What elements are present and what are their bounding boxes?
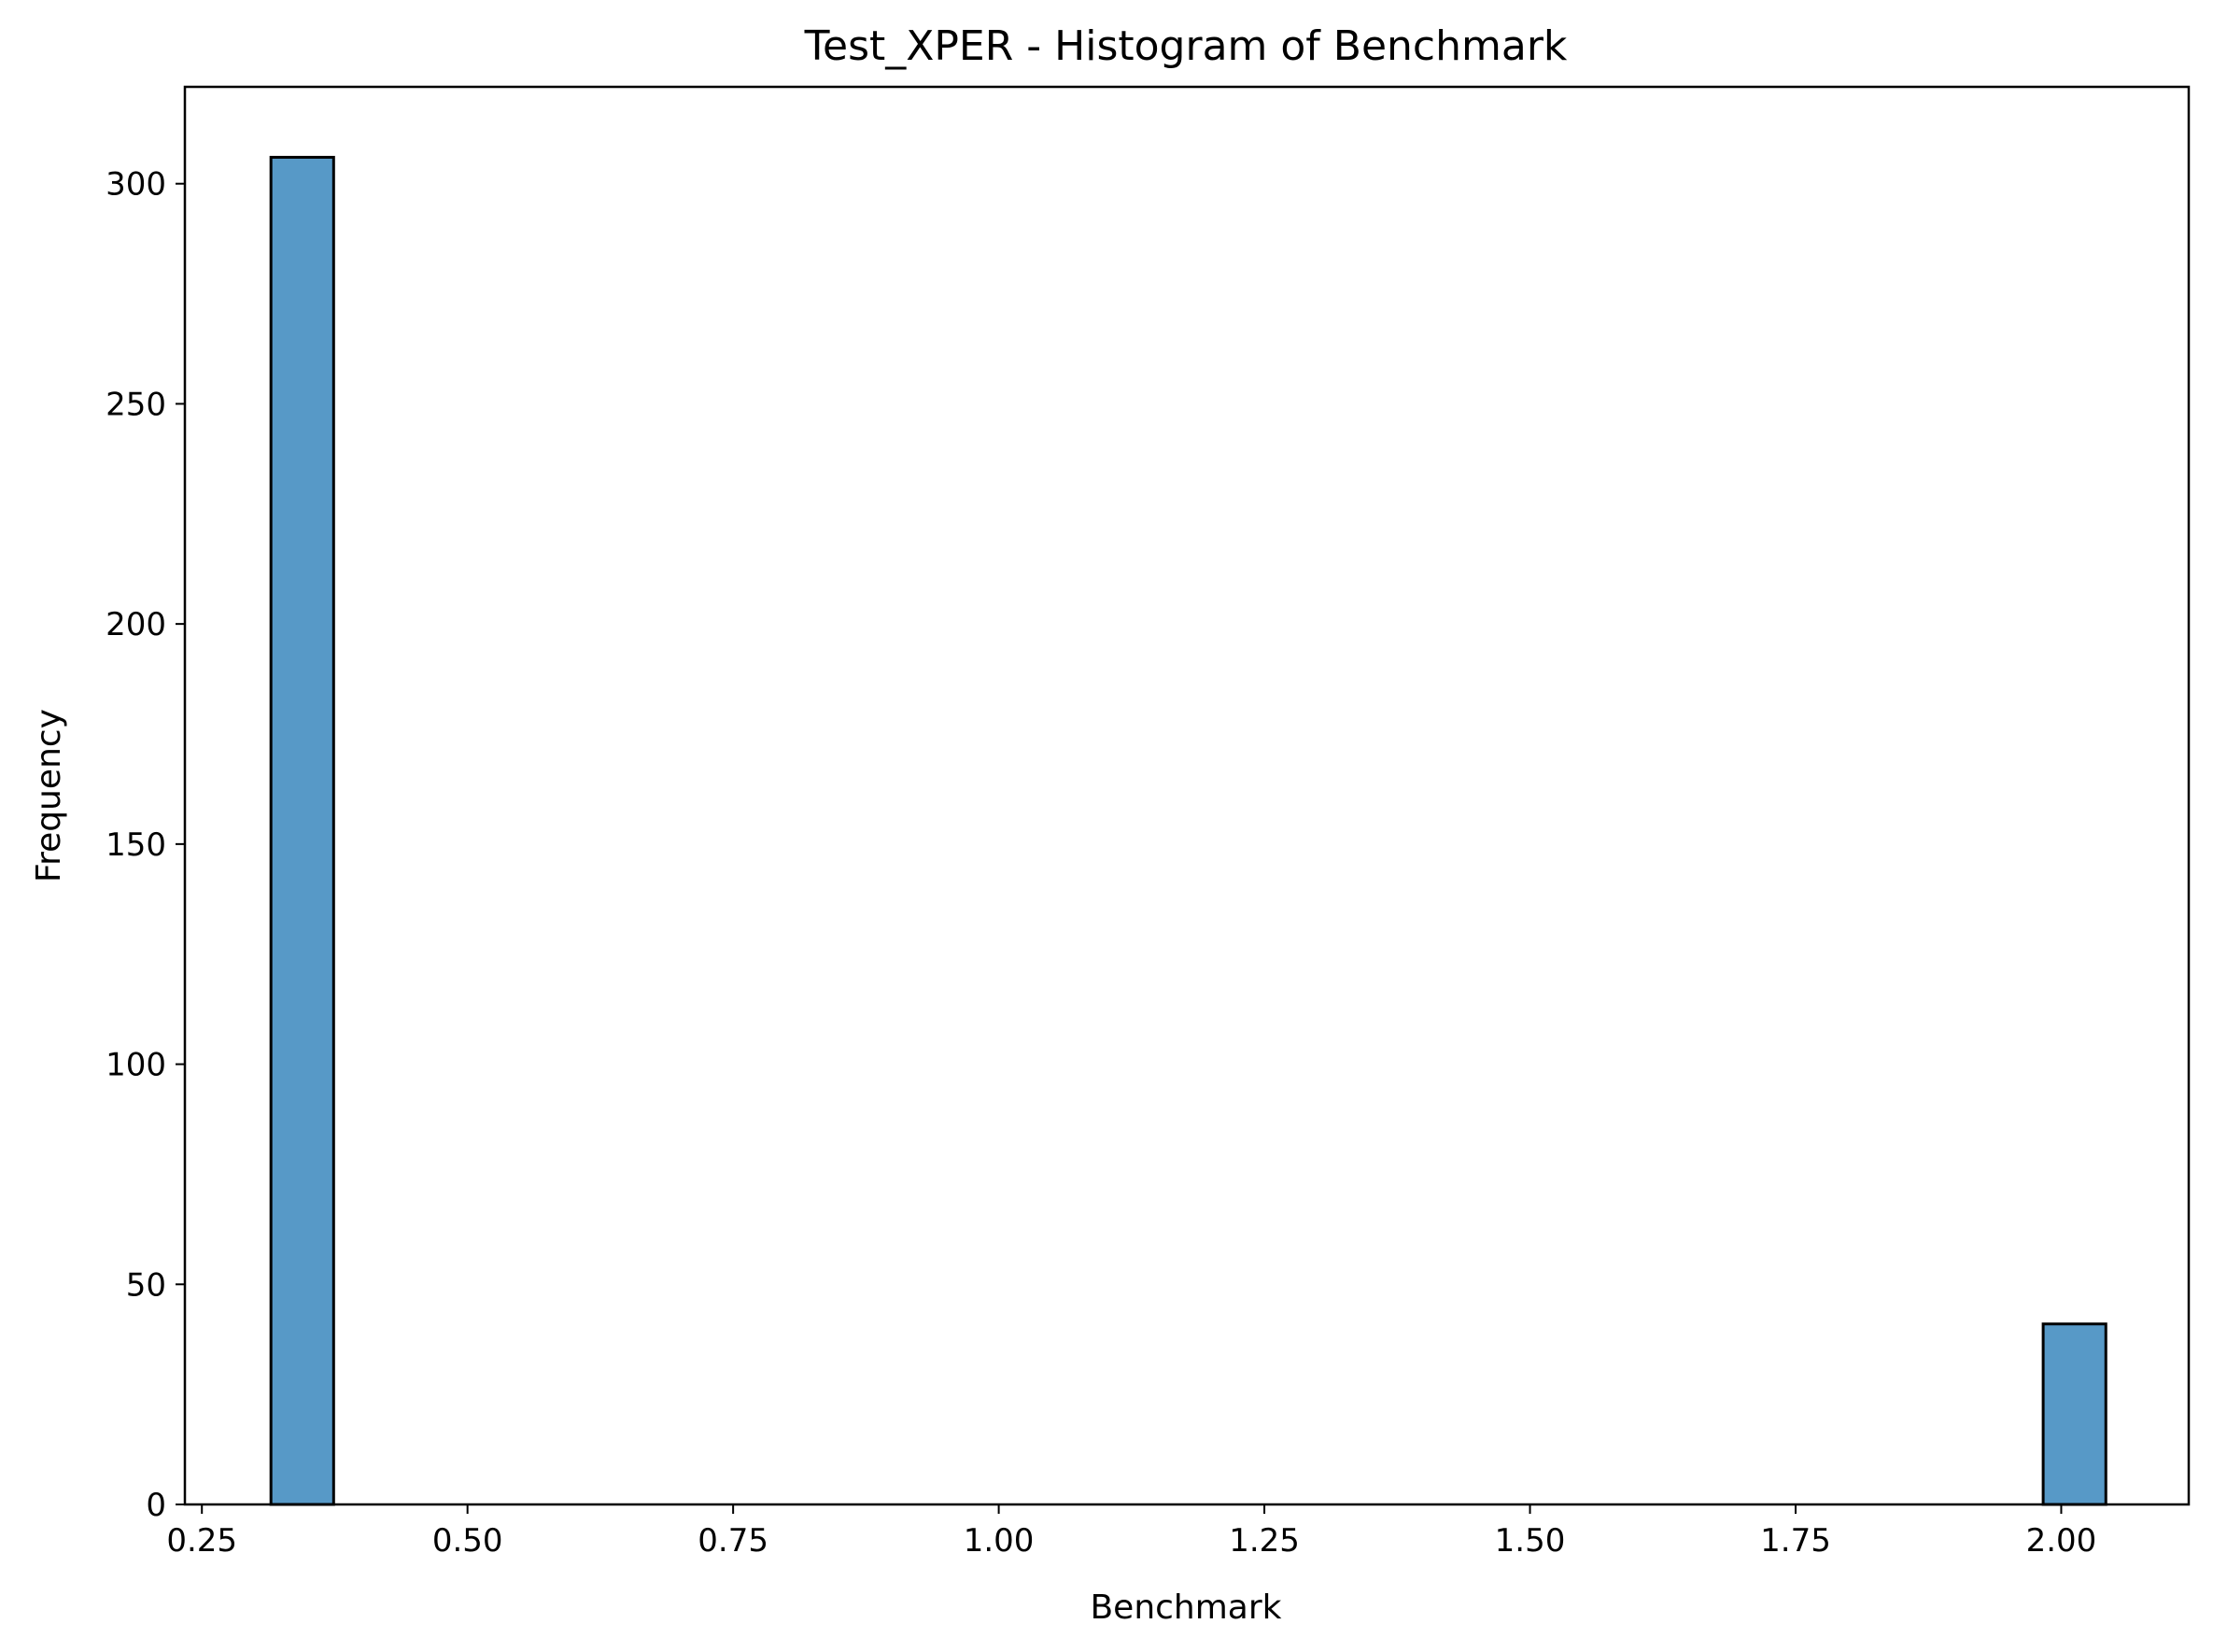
x-tick-label-1: 0.50 <box>432 1522 503 1560</box>
x-tick-label-6: 1.75 <box>1760 1522 1831 1560</box>
histogram-bar-1 <box>2041 1322 2107 1506</box>
x-tick-label-0: 0.25 <box>166 1522 237 1560</box>
x-tick-label-3: 1.00 <box>964 1522 1035 1560</box>
y-axis-ticks: 0 50 100 150 200 250 300 <box>106 166 185 1524</box>
y-tick-label-6: 300 <box>106 166 166 204</box>
y-tick-label-5: 250 <box>106 386 166 423</box>
x-axis-ticks: 0.25 0.50 0.75 1.00 1.25 1.50 1.75 2.00 <box>166 1504 2096 1560</box>
x-tick-label-2: 0.75 <box>698 1522 768 1560</box>
plot-frame <box>183 85 2191 1506</box>
x-axis-title: Benchmark <box>1090 1588 1281 1627</box>
x-tick-label-5: 1.50 <box>1495 1522 1566 1560</box>
chart-title: Test_XPER - Histogram of Benchmark <box>804 22 1568 70</box>
y-tick-label-4: 200 <box>106 606 166 643</box>
y-tick-label-0: 0 <box>146 1487 166 1524</box>
x-tick-label-4: 1.25 <box>1229 1522 1300 1560</box>
y-tick-label-2: 100 <box>106 1047 166 1084</box>
x-tick-label-7: 2.00 <box>2026 1522 2097 1560</box>
y-tick-label-1: 50 <box>126 1266 166 1304</box>
y-axis-title: Frequency <box>30 709 68 882</box>
y-tick-label-3: 150 <box>106 826 166 864</box>
histogram-bar-0 <box>269 155 335 1506</box>
bars-layer <box>269 155 2107 1506</box>
